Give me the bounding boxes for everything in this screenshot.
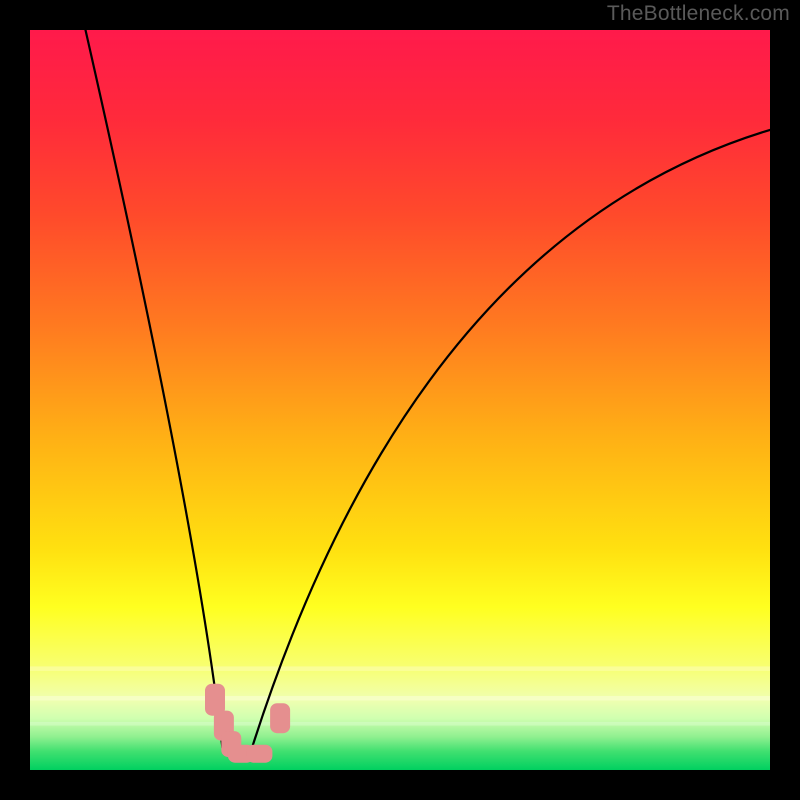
chart-root: TheBottleneck.com <box>0 0 800 800</box>
plot-background <box>30 30 770 770</box>
marker-point-5 <box>270 703 290 733</box>
gradient-band-0 <box>30 666 770 670</box>
gradient-band-2 <box>30 722 770 726</box>
chart-svg <box>0 0 800 800</box>
watermark-text: TheBottleneck.com <box>607 2 790 26</box>
gradient-band-1 <box>30 696 770 700</box>
marker-point-4 <box>246 745 272 763</box>
